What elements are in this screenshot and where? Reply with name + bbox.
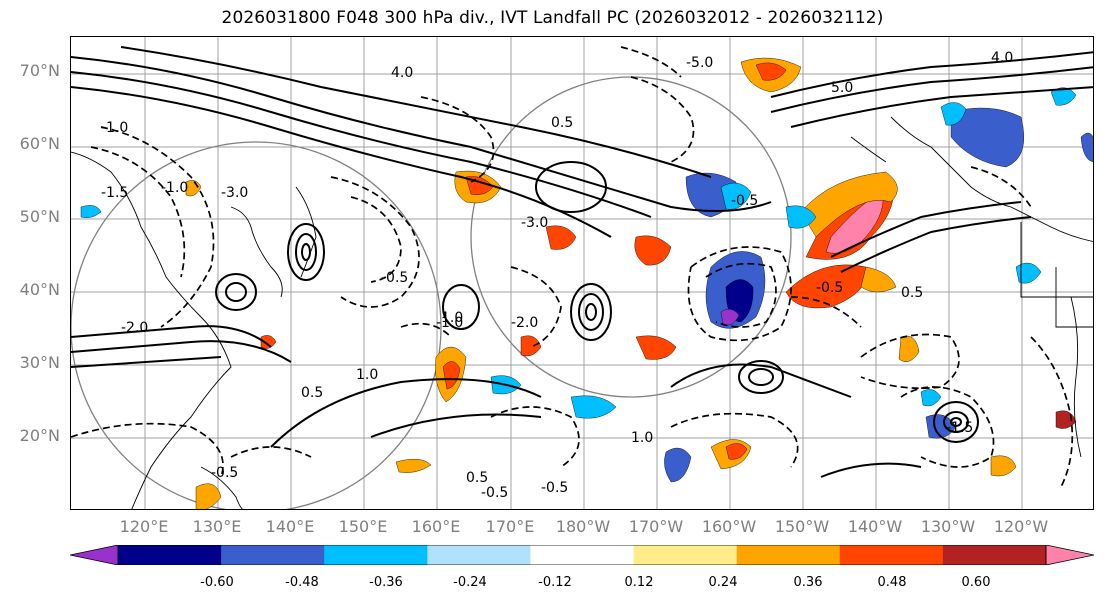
lat-label-60n: 60°N — [19, 134, 60, 153]
colorbar-tick: 0.24 — [708, 575, 738, 590]
contour-label: -0.5 — [731, 193, 758, 209]
solid-contours — [71, 46, 1093, 478]
contour-label: 4.0 — [991, 50, 1013, 66]
map-title: 2026031800 F048 300 hPa div., IVT Landfa… — [221, 8, 884, 28]
colorbar-segment — [530, 545, 635, 565]
contour-label: -0.5 — [381, 270, 408, 286]
contour-label: -1.0 — [101, 120, 128, 136]
contour-label: -2.0 — [511, 315, 538, 331]
colorbar-segment — [324, 545, 428, 565]
colorbar — [70, 545, 1094, 565]
lon-label-120w: 120°W — [993, 517, 1049, 536]
divergence-shading — [80, 57, 1093, 509]
colorbar-tick: 0.12 — [624, 575, 654, 590]
colorbar-tick: 0.36 — [793, 575, 823, 590]
contour-label: -1.0 — [161, 180, 188, 196]
colorbar-segment — [221, 545, 325, 565]
lat-label-50n: 50°N — [19, 207, 60, 226]
colorbar-extend-right — [1045, 545, 1094, 565]
lon-label-130w: 130°W — [920, 517, 976, 536]
contour-label: -1.5 — [946, 420, 973, 436]
map-panel: -0.5 -0.5 -0.5 -0.5 -0.5 -0.5 -1.0 -1.0 … — [70, 36, 1094, 510]
colorbar-tick: -0.60 — [200, 575, 234, 590]
contour-label: 5.0 — [831, 80, 853, 96]
dashed-contours — [71, 46, 1074, 488]
contour-label: -3.0 — [521, 215, 548, 231]
colorbar-tick: -0.36 — [369, 575, 403, 590]
coastlines — [71, 116, 1093, 509]
colorbar-segment — [736, 545, 841, 565]
colorbar-segment — [118, 545, 222, 565]
contour-label: 0.5 — [901, 285, 923, 301]
colorbar-tick: -0.24 — [453, 575, 487, 590]
colorbar-frame — [117, 545, 1047, 565]
lon-label-130e: 130°E — [192, 517, 242, 536]
colorbar-segment — [942, 545, 1047, 565]
colorbar-tick: -0.12 — [538, 575, 572, 590]
contour-label: -0.5 — [211, 465, 238, 481]
lat-label-70n: 70°N — [19, 61, 60, 80]
graticule — [71, 37, 1093, 509]
lon-label-160w: 160°W — [701, 517, 757, 536]
lat-label-20n: 20°N — [19, 426, 60, 445]
lon-label-150e: 150°E — [338, 517, 388, 536]
lat-label-30n: 30°N — [19, 353, 60, 372]
colorbar-tick: -0.48 — [285, 575, 319, 590]
contour-label: -0.5 — [481, 485, 508, 501]
lon-label-180w: 180°W — [555, 517, 611, 536]
lat-label-40n: 40°N — [19, 280, 60, 299]
colorbar-extend-left — [70, 545, 119, 565]
lon-label-150w: 150°W — [774, 517, 830, 536]
lon-label-120e: 120°E — [119, 517, 169, 536]
contour-label: -0.5 — [816, 280, 843, 296]
contour-labels: -0.5 -0.5 -0.5 -0.5 -0.5 -0.5 -1.0 -1.0 … — [101, 50, 1013, 501]
lon-label-160e: 160°E — [411, 517, 461, 536]
lon-label-170w: 170°W — [628, 517, 684, 536]
lon-label-140w: 140°W — [847, 517, 903, 536]
lon-label-140e: 140°E — [265, 517, 315, 536]
contour-label: 0.5 — [551, 115, 573, 131]
contour-label: -1.5 — [101, 185, 128, 201]
colorbar-segment — [839, 545, 944, 565]
lon-label-170e: 170°E — [485, 517, 535, 536]
contour-label: -1.0 — [436, 315, 463, 331]
contour-label: 1.0 — [356, 367, 378, 383]
contour-label: 0.5 — [466, 470, 488, 486]
colorbar-segment — [633, 545, 738, 565]
colorbar-segment — [427, 545, 531, 565]
contour-label: -3.0 — [221, 185, 248, 201]
contour-label: -2.0 — [121, 320, 148, 336]
closed-contours — [215, 161, 979, 443]
contour-label: -0.5 — [541, 480, 568, 496]
contour-label: 1.0 — [631, 430, 653, 446]
contour-label: -5.0 — [686, 55, 713, 71]
contour-label: 1.0 — [441, 310, 463, 326]
colorbar-tick: 0.60 — [961, 575, 991, 590]
colorbar-tick: 0.48 — [877, 575, 907, 590]
contour-label: 0.5 — [301, 385, 323, 401]
contour-label: 4.0 — [391, 65, 413, 81]
map-canvas: -0.5 -0.5 -0.5 -0.5 -0.5 -0.5 -1.0 -1.0 … — [71, 37, 1093, 509]
